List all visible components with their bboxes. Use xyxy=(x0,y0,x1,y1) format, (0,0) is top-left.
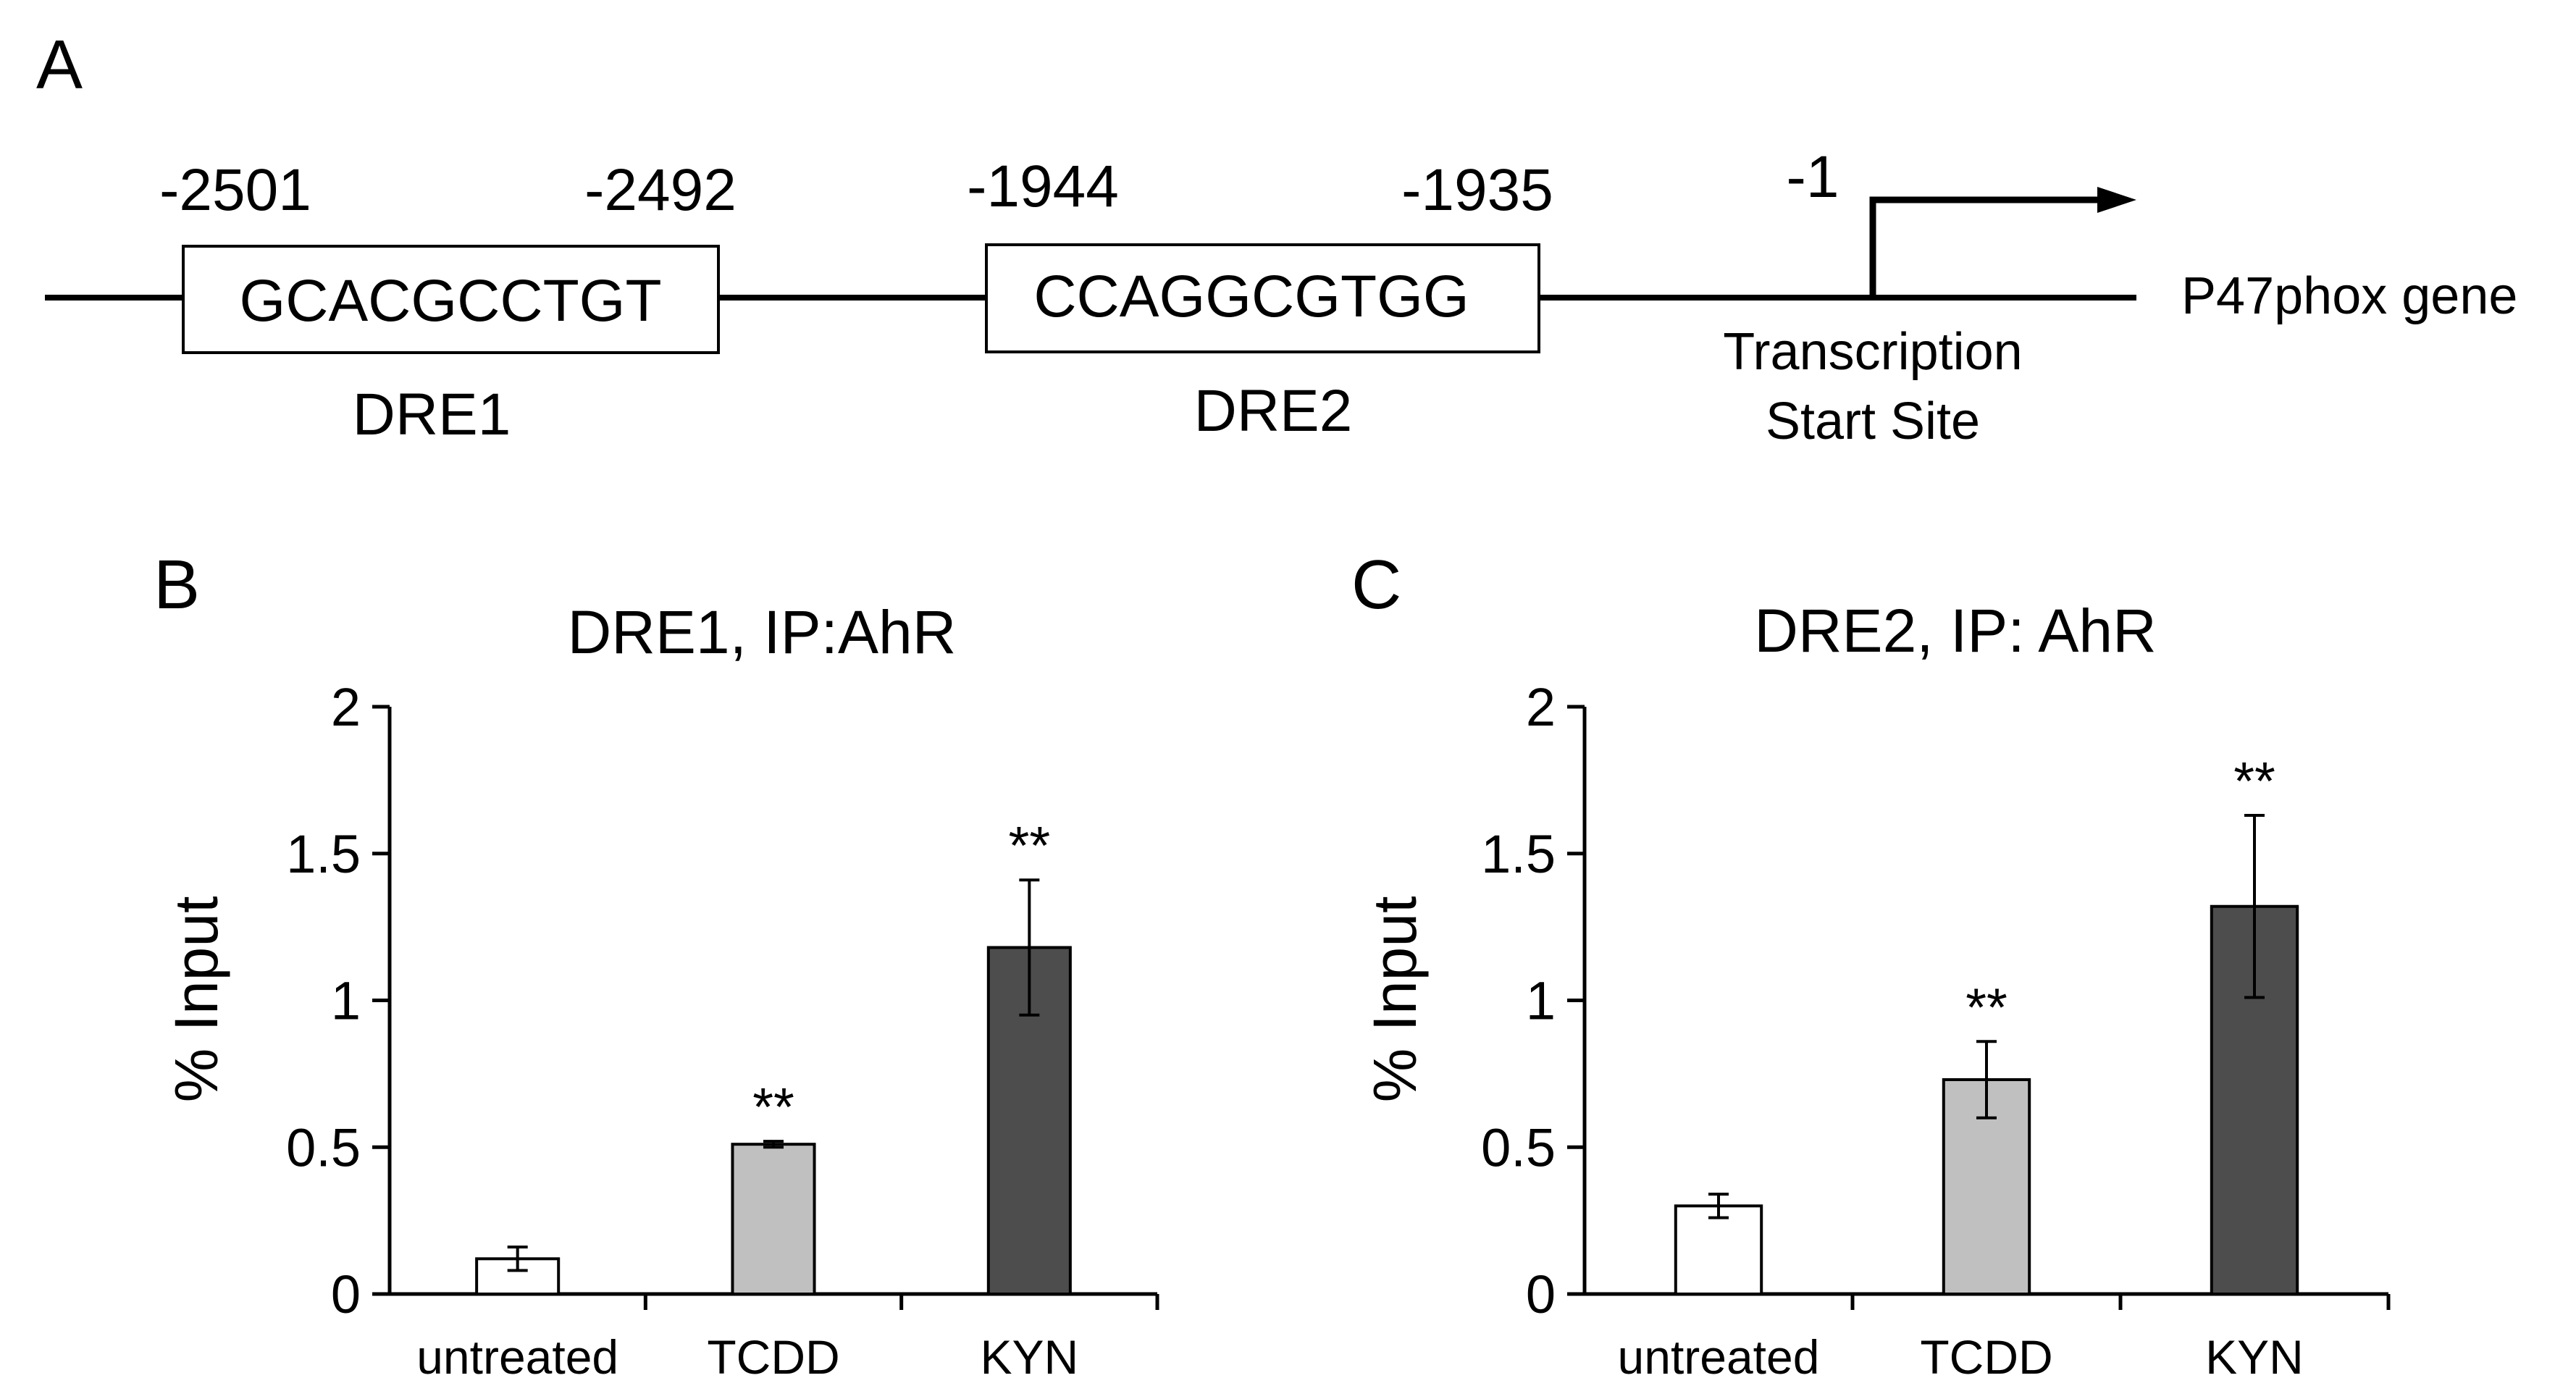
y-tick-label: 2 xyxy=(331,677,361,737)
category-label-kyn: KYN xyxy=(2205,1330,2304,1384)
category-label-untreated: untreated xyxy=(416,1330,618,1384)
category-label-tcdd: TCDD xyxy=(707,1330,839,1384)
panel-c-title: DRE2, IP: AhR xyxy=(1754,597,2157,665)
panel-c-label: C xyxy=(1351,546,1401,623)
panel-b-plot-area: 0 0.5 1 1.5 2 untreated ** TCDD ** KYN xyxy=(286,677,1159,1384)
bar-tcdd xyxy=(731,1143,816,1295)
tss-label-line2: Start Site xyxy=(1766,392,1980,450)
y-tick-label: 2 xyxy=(1526,677,1556,737)
dre2-sequence: CCAGGCGTGG xyxy=(1033,264,1469,329)
significance-marker: ** xyxy=(2233,751,2275,811)
tss-label-line1: Transcription xyxy=(1723,323,2022,381)
panel-c-plot-area: 0 0.5 1 1.5 2 untreated ** TCDD ** KYN xyxy=(1481,677,2391,1384)
panel-b-y-axis-label: % Input xyxy=(162,896,230,1103)
dre1-label: DRE1 xyxy=(353,382,511,448)
dre2-end-position: -1935 xyxy=(1401,157,1553,223)
y-tick-label: 0.5 xyxy=(1481,1117,1556,1177)
category-label-untreated: untreated xyxy=(1618,1330,1820,1384)
bar-untreated xyxy=(1674,1204,1763,1295)
y-tick-label: 1 xyxy=(331,971,361,1031)
tss-arrowhead-icon xyxy=(2097,187,2136,213)
panel-a-label: A xyxy=(36,26,83,104)
dre1-start-position: -2501 xyxy=(159,157,311,223)
dre1-box xyxy=(182,245,720,354)
panel-c-chart: C DRE2, IP: AhR % Input 0 0.5 1 1.5 2 untreat… xyxy=(1351,546,2391,1384)
panel-a: A GCACGCCTGT -2501 -2492 DRE1 CCAGGCGTGG… xyxy=(36,26,2517,450)
tss-position-label: -1 xyxy=(1787,144,1839,210)
tss-arrow-line xyxy=(1869,196,2100,298)
category-label-kyn: KYN xyxy=(980,1330,1078,1384)
dre1-sequence: GCACGCCTGT xyxy=(239,268,661,334)
y-tick-label: 0 xyxy=(1526,1264,1556,1324)
dre1-end-position: -2492 xyxy=(584,157,737,223)
panel-c-y-axis-label: % Input xyxy=(1361,896,1429,1103)
panel-b-label: B xyxy=(154,546,200,623)
dre2-label: DRE2 xyxy=(1194,378,1353,444)
dre2-box xyxy=(985,243,1540,353)
significance-marker: ** xyxy=(1965,977,2007,1037)
y-tick-label: 1 xyxy=(1526,971,1556,1031)
gene-label: P47phox gene xyxy=(2181,267,2517,325)
panel-b-chart: B DRE1, IP:AhR % Input 0 0.5 1 1.5 2 untreate… xyxy=(154,546,1159,1384)
panel-b-title: DRE1, IP:AhR xyxy=(568,598,957,666)
y-tick-label: 1.5 xyxy=(286,824,361,884)
significance-marker: ** xyxy=(752,1077,794,1137)
category-label-tcdd: TCDD xyxy=(1920,1330,2052,1384)
dre2-start-position: -1944 xyxy=(967,154,1119,219)
y-tick-label: 0 xyxy=(331,1264,361,1324)
y-tick-label: 0.5 xyxy=(286,1117,361,1177)
y-tick-label: 1.5 xyxy=(1481,824,1556,884)
significance-marker: ** xyxy=(1009,815,1051,875)
